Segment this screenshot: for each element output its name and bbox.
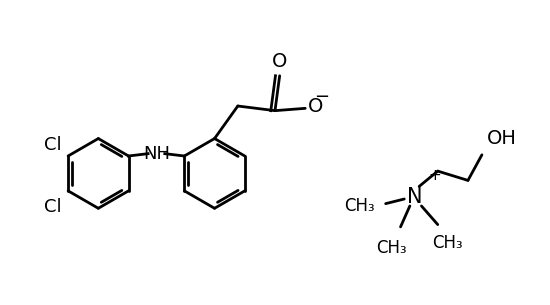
Text: CH₃: CH₃: [344, 197, 375, 215]
Text: O: O: [307, 96, 323, 116]
Text: +: +: [428, 168, 441, 183]
Text: O: O: [272, 52, 287, 71]
Text: Cl: Cl: [43, 198, 61, 216]
Text: OH: OH: [487, 129, 516, 148]
Text: −: −: [314, 88, 329, 106]
Text: CH₃: CH₃: [432, 234, 463, 252]
Text: CH₃: CH₃: [376, 239, 406, 257]
Text: N: N: [407, 187, 422, 207]
Text: Cl: Cl: [43, 136, 61, 154]
Text: NH: NH: [143, 145, 170, 163]
